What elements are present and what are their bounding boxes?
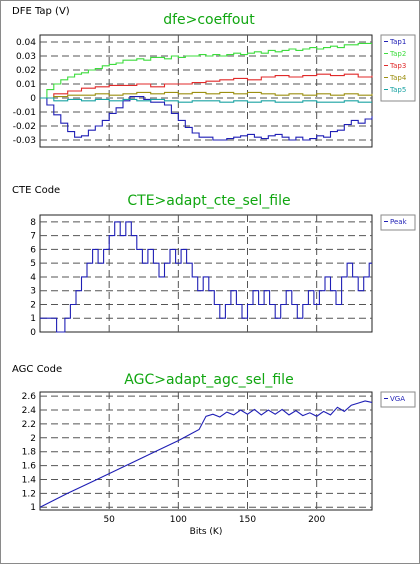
y-tick-label: 3 — [30, 287, 36, 297]
plot-area — [39, 214, 373, 333]
legend — [380, 214, 416, 231]
chart-2: CTE Code CTE>adapt_cte_sel_file 8 7 6 5 4 3 2 1 0 P… — [12, 185, 416, 338]
chart-title: dfe>coeffout — [163, 12, 255, 28]
chart-3: AGC Code AGC>adapt_agc_sel_file 2.6 2.4 2.2 2… — [12, 364, 416, 537]
legend — [380, 391, 416, 408]
legend-entry-tap1: Tap1 — [389, 38, 406, 46]
legend-entry-peak: Peak — [390, 218, 408, 226]
y-tick-label: 1.2 — [22, 489, 36, 499]
legend-entry-tap3: Tap3 — [389, 62, 406, 70]
y-tick-label: 0.04 — [16, 38, 36, 48]
y-tick-label: 0.01 — [16, 80, 36, 90]
series-line-tap5 — [40, 97, 372, 103]
y-tick-label: 2 — [30, 300, 36, 310]
y-tick-label: 7 — [30, 232, 36, 242]
y-tick-label: 1.4 — [22, 475, 37, 485]
y-tick-label: 6 — [30, 245, 36, 255]
chart-1: DFE Tap (V) dfe>coeffout 0.04 0.03 0.02 0.01 0… — [12, 6, 416, 148]
y-tick-label: 0 — [30, 94, 36, 104]
legend-entry-tap4: Tap4 — [389, 74, 407, 82]
y-tick-label: 8 — [30, 218, 36, 228]
y-tick-label: 0.02 — [16, 66, 36, 76]
y-tick-label: 4 — [30, 273, 36, 283]
y-tick-label: 0 — [30, 328, 36, 338]
y-tick-label: -0.02 — [13, 122, 36, 132]
legend-entry-tap5: Tap5 — [389, 86, 406, 94]
x-tick-label: 150 — [239, 515, 256, 525]
chart-title: CTE>adapt_cte_sel_file — [127, 193, 290, 209]
y-tick-label: 1 — [30, 503, 36, 513]
y-tick-label: -0.01 — [13, 108, 36, 118]
y-tick-label: 1 — [30, 314, 36, 324]
y-tick-label: 2.2 — [22, 420, 36, 430]
y-axis-label: DFE Tap (V) — [12, 6, 70, 17]
y-tick-label: 5 — [30, 259, 36, 269]
y-tick-label: 1.8 — [22, 448, 37, 458]
series-line-tap1 — [40, 96, 373, 141]
x-tick-label: 100 — [170, 515, 187, 525]
y-tick-label: -0.03 — [13, 136, 36, 146]
y-tick-label: 1.6 — [22, 462, 37, 472]
legend-entry-tap2: Tap2 — [389, 50, 406, 58]
x-tick-label: 50 — [103, 515, 115, 525]
legend-entry-vga: VGA — [390, 395, 405, 403]
series-line-vga — [39, 400, 373, 508]
series-line-tap4 — [40, 91, 373, 99]
series-line-peak — [40, 221, 372, 333]
y-tick-label: 0.03 — [16, 52, 36, 62]
x-axis-label: Bits (K) — [190, 527, 223, 537]
series-line-tap2 — [40, 42, 372, 99]
y-axis-label: AGC Code — [12, 364, 62, 375]
chart-title: AGC>adapt_agc_sel_file — [124, 372, 293, 388]
y-tick-label: 2 — [30, 434, 36, 444]
series-line-tap3 — [40, 73, 373, 99]
y-tick-label: 2.4 — [22, 406, 37, 416]
y-tick-label: 2.6 — [22, 392, 37, 402]
x-tick-label: 200 — [308, 515, 325, 525]
y-axis-label: CTE Code — [12, 185, 60, 196]
